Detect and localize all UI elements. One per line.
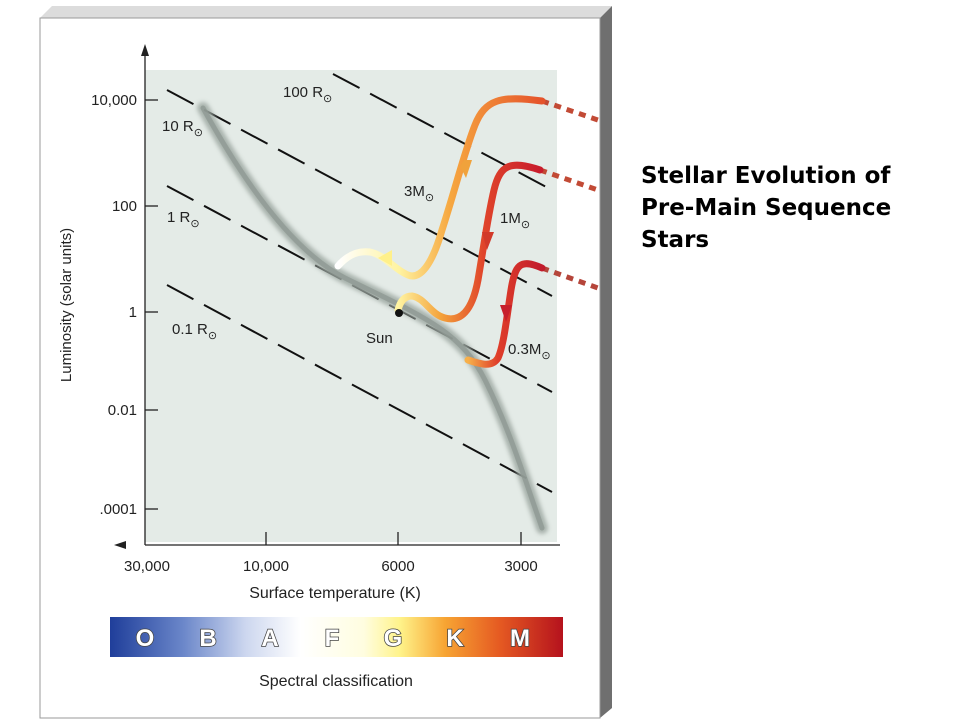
track-1m-dotted <box>539 167 599 193</box>
spectral-class-letter: G <box>384 625 403 652</box>
spectral-class-letters: O B A F G K M <box>135 624 531 653</box>
spectral-class-letter: A <box>261 625 278 652</box>
radius-label-01: 0.1 R⊙ <box>172 321 217 342</box>
spectral-class-letter: O <box>136 625 155 652</box>
spectral-bar <box>110 617 563 657</box>
spectral-class-letter: B <box>199 625 216 652</box>
track-03m <box>464 260 546 368</box>
plot-area <box>145 70 557 542</box>
sun-label: Sun <box>366 330 393 347</box>
x-axis-title: Surface temperature (K) <box>249 585 421 602</box>
x-tick-label: 6000 <box>381 558 414 575</box>
track-labels: 3M⊙ 1M⊙ 0.3M⊙ <box>404 183 551 362</box>
y-ticks <box>145 99 158 510</box>
y-tick-label: 100 <box>112 198 137 215</box>
track-3m-arrow-left <box>378 250 392 266</box>
track-03m-dotted <box>541 265 599 291</box>
main-sequence-core <box>200 105 545 531</box>
track-label-1m: 1M⊙ <box>500 210 530 231</box>
x-ticks <box>265 532 522 545</box>
radius-labels: 100 R⊙ 10 R⊙ 1 R⊙ 0.1 R⊙ <box>162 84 332 342</box>
radius-label-1: 1 R⊙ <box>167 209 200 230</box>
x-axis-arrow <box>114 541 126 549</box>
track-3m <box>334 95 546 280</box>
x-tick-label: 3000 <box>504 558 537 575</box>
spectral-class-letter: M <box>510 625 530 652</box>
frame-bevel-top <box>40 6 612 18</box>
track-1m-arrow-down <box>482 232 494 250</box>
track-03m-arrow-down <box>500 305 512 322</box>
slide-title: Stellar Evolution of Pre-Main Sequence S… <box>641 163 892 253</box>
track-3m-arrow-down <box>460 160 472 178</box>
track-label-03m: 0.3M⊙ <box>508 341 551 362</box>
radius-label-10: 10 R⊙ <box>162 118 203 139</box>
radius-line-01 <box>166 284 553 493</box>
radius-label-100: 100 R⊙ <box>283 84 332 105</box>
track-label-3m: 3M⊙ <box>404 183 434 204</box>
x-tick-label: 30,000 <box>124 558 170 575</box>
spectral-class-letter: K <box>446 625 464 652</box>
y-tick-label: 0.01 <box>108 402 137 419</box>
y-tick-label: 1 <box>129 304 137 321</box>
radius-line-10 <box>166 89 553 297</box>
y-tick-label: 10,000 <box>91 92 137 109</box>
y-axis-title: Luminosity (solar units) <box>58 228 75 382</box>
track-3m-dotted <box>541 98 599 123</box>
y-axis-arrow <box>141 44 149 56</box>
spectral-label: Spectral classification <box>259 673 413 690</box>
spectral-class-letter: F <box>325 625 340 652</box>
track-1m <box>394 161 544 323</box>
frame-bevel-right <box>600 6 612 718</box>
x-tick-label: 10,000 <box>243 558 289 575</box>
y-tick-label: .0001 <box>99 501 137 518</box>
x-tick-labels: 30,000 10,000 6000 3000 <box>124 558 538 575</box>
y-tick-labels: 10,000 100 1 0.01 .0001 <box>91 92 137 518</box>
sun-marker <box>395 309 403 317</box>
